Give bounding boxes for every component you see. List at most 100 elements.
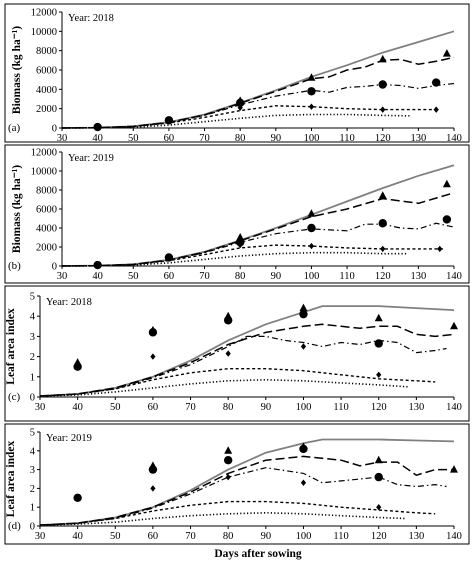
year-label: Year: 2019 <box>68 153 114 164</box>
data-point-triangle <box>442 179 451 188</box>
y-tick-label: 1 <box>30 503 35 514</box>
series-line-long-dash <box>39 455 454 526</box>
year-label: Year: 2019 <box>46 433 92 444</box>
y-axis-label: Leaf area index <box>5 441 17 518</box>
y-axis-label: Biomass (kg ha⁻¹) <box>11 165 23 253</box>
x-tick-label: 80 <box>235 271 246 282</box>
x-tick-label: 70 <box>185 531 196 542</box>
y-tick-label: 2000 <box>36 243 57 254</box>
panel-label: (b) <box>8 260 21 272</box>
x-tick-label: 70 <box>199 271 210 282</box>
x-tick-label: 110 <box>333 531 348 542</box>
y-axis-label: Leaf area index <box>5 308 17 385</box>
y-tick-label: 6000 <box>36 66 57 77</box>
x-tick-label: 130 <box>410 133 426 144</box>
data-point-diamond <box>150 353 156 360</box>
y-axis-label: Biomass (kg ha⁻¹) <box>11 26 23 114</box>
data-point-circle <box>223 316 233 325</box>
x-tick-label: 120 <box>375 271 391 282</box>
x-tick-label: 80 <box>223 531 234 542</box>
x-tick-label: 60 <box>148 531 159 542</box>
x-tick-label: 50 <box>110 531 121 542</box>
data-point-diamond <box>166 255 172 262</box>
y-tick-label: 4000 <box>36 224 57 235</box>
data-point-diamond <box>237 241 243 249</box>
x-tick-label: 130 <box>408 402 424 413</box>
data-point-triangle <box>442 49 451 57</box>
x-tick-label: 30 <box>35 531 46 542</box>
x-tick-label: 80 <box>223 402 234 413</box>
data-point-circle <box>307 87 316 96</box>
data-point-diamond <box>380 106 386 113</box>
data-point-circle <box>431 78 441 87</box>
x-tick-label: 30 <box>57 271 68 282</box>
panel-frame <box>4 285 470 422</box>
data-point-circle <box>223 456 233 465</box>
data-point-triangle <box>374 313 383 322</box>
data-point-circle <box>374 339 383 348</box>
x-tick-label: 90 <box>271 133 282 144</box>
panel-frame <box>4 3 470 143</box>
x-tick-label: 100 <box>296 402 312 413</box>
data-point-diamond <box>376 371 382 378</box>
panel-label: (c) <box>8 391 21 403</box>
x-tick-label: 140 <box>446 402 462 413</box>
y-tick-label: 3 <box>30 465 35 476</box>
panel-label: (d) <box>8 520 21 532</box>
series-line-dotted <box>61 251 408 267</box>
y-tick-label: 2 <box>30 352 35 363</box>
data-point-diamond <box>437 245 443 253</box>
series-line-dotted <box>61 113 412 129</box>
x-tick-label: 110 <box>339 133 354 144</box>
x-tick-label: 90 <box>271 271 282 282</box>
panel-3: 0 1 2 3 4 5 30 40 50 60 70 80 90 100 110 120 130 140 Leaf … <box>4 285 470 422</box>
series-line-dotted <box>39 378 409 397</box>
panel-frame <box>4 423 470 545</box>
x-tick-label: 90 <box>261 402 272 413</box>
y-tick-label: 5 <box>30 292 35 303</box>
x-tick-label: 70 <box>199 133 210 144</box>
y-tick-label: 0 <box>30 522 35 533</box>
data-point-diamond <box>95 262 101 269</box>
y-tick-label: 12000 <box>31 148 57 159</box>
y-tick-label: 2 <box>30 484 35 495</box>
y-tick-label: 0 <box>52 124 57 135</box>
x-tick-label: 120 <box>375 133 391 144</box>
x-tick-label: 140 <box>446 531 462 542</box>
panel-frame <box>4 144 470 284</box>
x-tick-label: 30 <box>35 402 46 413</box>
y-tick-label: 10000 <box>31 167 57 178</box>
y-tick-label: 5 <box>30 428 35 439</box>
data-point-triangle <box>299 303 308 312</box>
series-line-short-dash <box>39 368 436 397</box>
x-tick-label: 50 <box>128 133 139 144</box>
panel-1: 0 2000 4000 6000 8000 10000 12000 30 40 50 60 70 80 9… <box>4 3 470 144</box>
data-point-circle <box>299 309 308 319</box>
y-tick-label: 8000 <box>36 186 57 197</box>
data-point-diamond <box>237 104 243 111</box>
y-tick-label: 10000 <box>31 27 57 38</box>
data-point-diamond <box>380 245 386 253</box>
y-tick-label: 0 <box>52 262 57 273</box>
x-tick-label: 100 <box>304 271 320 282</box>
series-line-long-dash <box>39 323 455 397</box>
y-tick-label: 12000 <box>31 8 57 19</box>
y-tick-label: 4000 <box>36 85 57 96</box>
y-tick-label: 8000 <box>36 46 57 57</box>
data-point-circle <box>235 98 245 108</box>
x-tick-label: 40 <box>92 133 103 144</box>
x-tick-label: 60 <box>148 402 159 413</box>
data-point-circle <box>148 465 158 474</box>
data-point-circle <box>73 493 82 502</box>
data-point-diamond <box>300 479 307 486</box>
data-point-triangle <box>450 465 458 473</box>
x-tick-label: 90 <box>261 531 272 542</box>
data-point-diamond <box>225 473 231 481</box>
x-tick-label: 130 <box>408 531 424 542</box>
x-tick-label: 80 <box>235 133 246 144</box>
x-tick-label: 60 <box>164 271 175 282</box>
series-line-solid-gray <box>39 438 455 526</box>
x-tick-label: 110 <box>339 271 354 282</box>
series-line-dotted <box>39 511 406 526</box>
series-line-dash-dot <box>39 467 447 526</box>
